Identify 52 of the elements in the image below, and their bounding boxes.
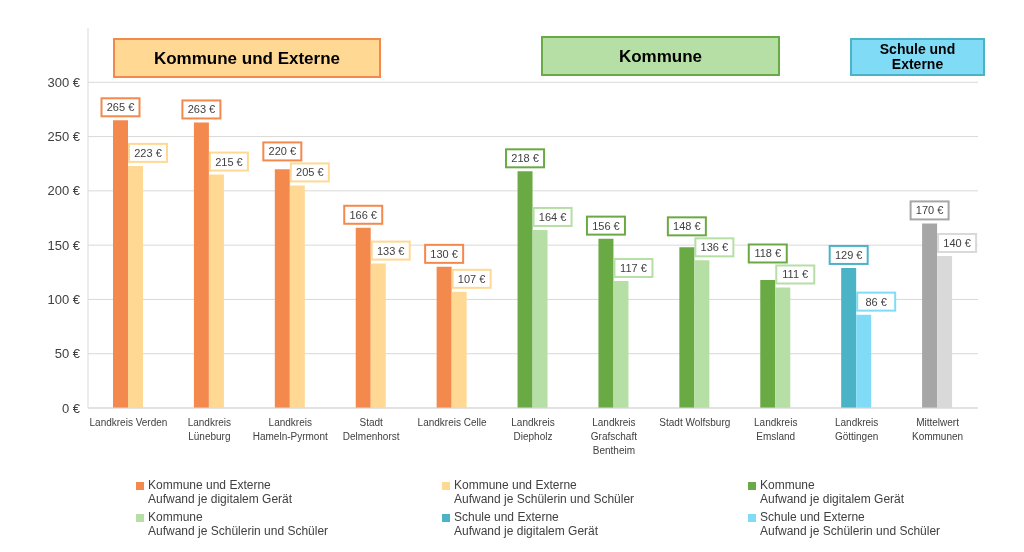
data-label: 166 € [349,208,377,221]
data-label: 223 € [134,146,162,159]
x-tick-label: Mittelwert Kommunen [911,417,964,442]
data-label: 164 € [538,210,567,223]
data-label: 156 € [592,219,620,232]
data-label: 170 € [915,204,944,217]
y-tick-label: 200 € [47,183,81,199]
x-tick-label: Landkreis Emsland [754,417,798,442]
x-tick-label: Landkreis Lüneburg [187,417,232,442]
x-tick-label: Landkreis Diepholz [511,417,555,442]
legend-label: Schule und Externe Aufwand je Schülerin und Schüler [760,510,941,538]
legend-label: Kommune Aufwand je digitalem Gerät [760,478,905,506]
bar [274,169,290,408]
data-label: 140 € [943,237,971,249]
data-label: 136 € [700,241,729,254]
data-label: 111 € [782,268,809,281]
y-tick-label: 300 € [47,74,81,90]
data-label: 220 € [268,145,297,158]
data-label: 129 € [834,248,863,261]
x-tick-label: Stadt Delmenhorst [342,417,400,442]
heading-box: Schule und Externe [850,38,985,76]
data-label: 148 € [673,220,701,233]
y-tick-label: 150 € [47,237,81,253]
x-tick-label: Landkreis Verden [89,417,168,428]
data-label: 205 € [296,166,324,179]
bar [679,247,695,408]
x-tick-label: Landkreis Göttingen [834,417,879,442]
y-tick-label: 250 € [47,129,81,145]
legend-label: Kommune Aufwand je Schülerin und Schüler [148,510,329,538]
data-label: 107 € [457,272,486,285]
data-label: 133 € [376,244,405,257]
heading-box: Kommune und Externe [113,38,381,78]
legend-label: Kommune und Externe Aufwand je Schülerin und Schüler [454,478,635,506]
y-tick-label: 100 € [47,292,81,308]
bar [760,279,776,408]
x-tick-label: Stadt Wolfsburg [659,417,731,428]
x-tick-label: Landkreis Hameln-Pyrmont [252,417,328,442]
legend-label: Kommune und Externe Aufwand je digitalem Gerät [148,478,293,506]
y-tick-label: 50 € [54,346,81,362]
x-tick-label: Landkreis Celle [417,417,487,428]
y-tick-label: 0 € [61,400,81,416]
data-label: 118 € [754,247,782,260]
data-label: 218 € [511,152,539,165]
data-label: 117 € [620,261,647,274]
data-label: 86 € [865,295,887,308]
data-label: 263 € [187,103,216,116]
legend-label: Schule und Externe Aufwand je digitalem Gerät [454,510,599,538]
heading-box: Kommune [541,36,780,76]
data-label: 265 € [106,101,135,114]
data-label: 215 € [215,155,243,168]
x-tick-label: Landkreis Grafschaft Bentheim [590,417,638,456]
data-label: 130 € [430,247,458,260]
